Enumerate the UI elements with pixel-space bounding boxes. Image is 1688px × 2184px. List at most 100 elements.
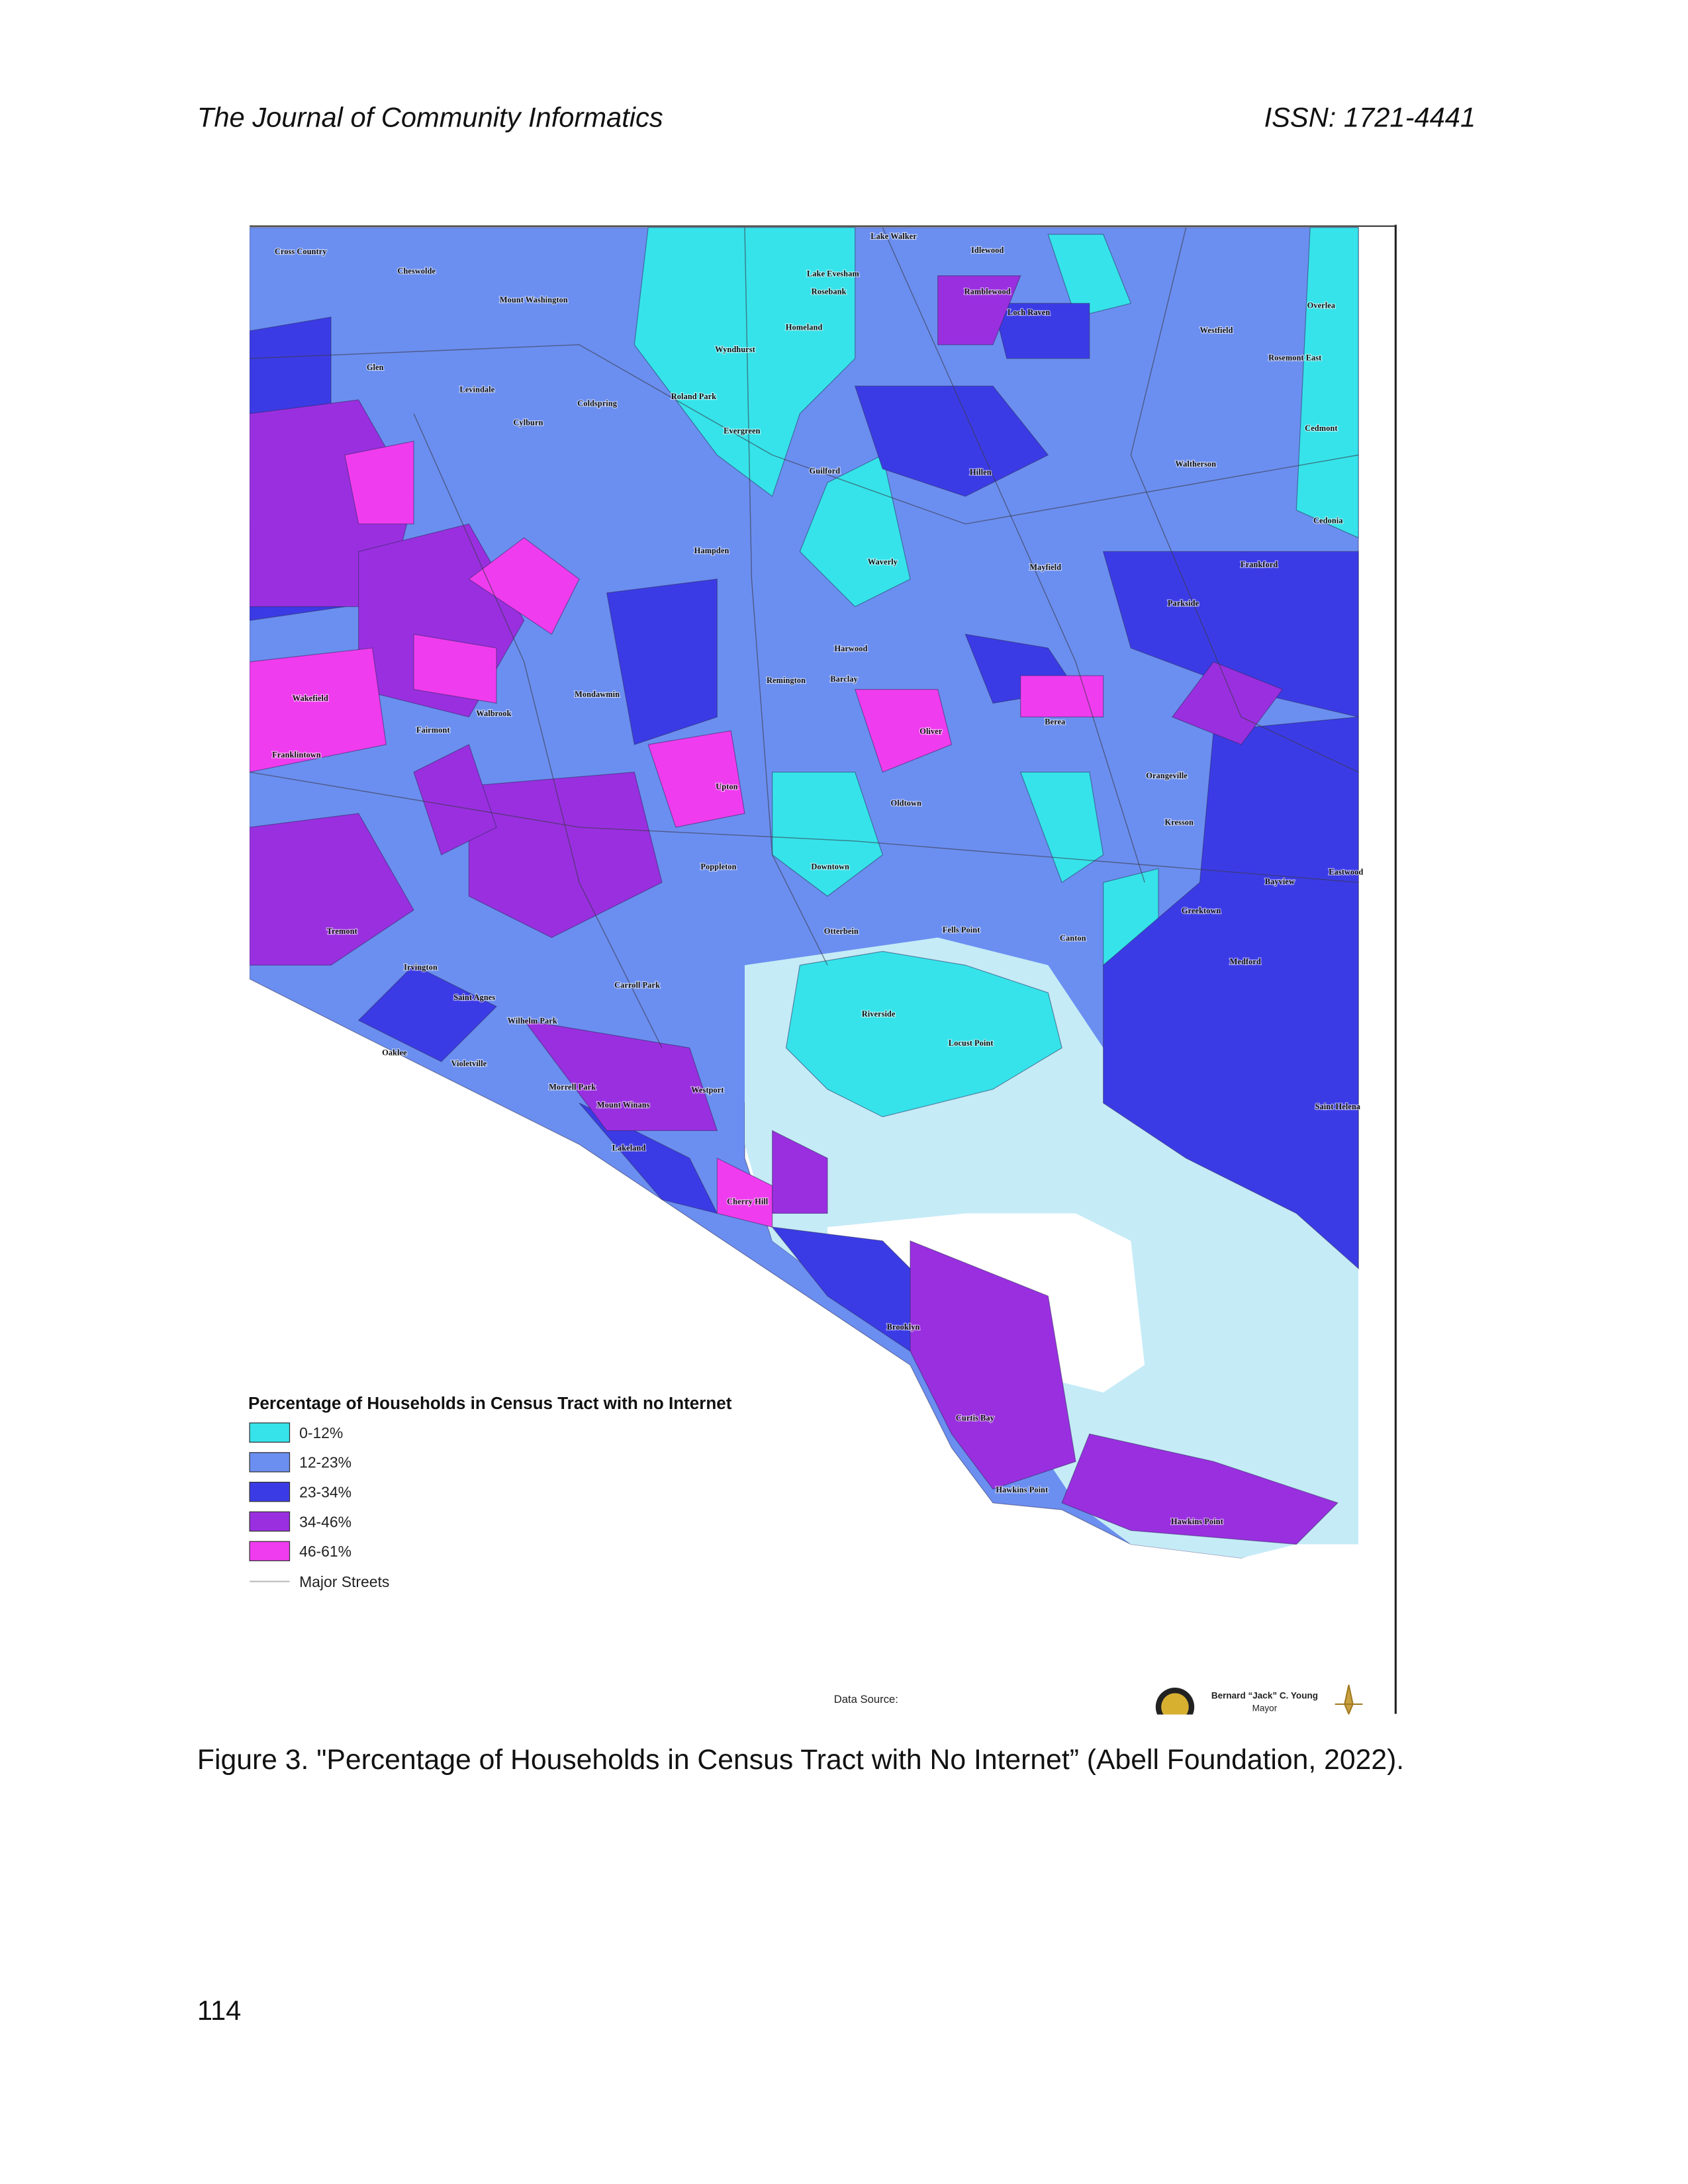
neighborhood-label: Medford xyxy=(1230,957,1261,966)
neighborhood-label: Harwood xyxy=(834,644,867,653)
neighborhood-label: Irvington xyxy=(404,962,438,972)
neighborhood-label: Bayview xyxy=(1265,877,1295,886)
region xyxy=(1295,227,1359,539)
journal-name: The Journal of Community Informatics xyxy=(197,102,663,133)
region xyxy=(854,689,953,773)
region xyxy=(250,647,387,773)
mask xyxy=(0,1714,1688,1756)
neighborhood-label: Wyndhurst xyxy=(715,345,756,354)
neighborhood-label: Upton xyxy=(716,782,737,791)
neighborhood-label: Oaklee xyxy=(382,1048,407,1058)
region xyxy=(413,744,497,856)
region xyxy=(1019,772,1104,884)
neighborhood-label: Waverly xyxy=(868,557,898,567)
neighborhood-label: Cylburn xyxy=(513,418,543,427)
neighborhood-label: Saint Agnes xyxy=(453,993,495,1002)
neighborhood-label: Saint Helena xyxy=(1315,1102,1361,1111)
neighborhood-label: Westfield xyxy=(1200,326,1233,335)
neighborhood-label: Wilhelm Park xyxy=(508,1017,557,1026)
region xyxy=(716,1157,773,1228)
region xyxy=(854,385,1049,497)
neighborhood-label: Mayfield xyxy=(1029,563,1061,572)
mayor-title: Mayor xyxy=(1252,1703,1278,1713)
region xyxy=(468,771,663,938)
neighborhood-label: Loch Raven xyxy=(1008,308,1050,317)
region xyxy=(992,302,1090,359)
legend-label: 23-34% xyxy=(299,1484,352,1501)
legend-label: 0-12% xyxy=(299,1424,343,1441)
neighborhood-label: Orangeville xyxy=(1146,771,1188,780)
region xyxy=(937,275,1021,345)
neighborhood-label: Carroll Park xyxy=(614,980,660,989)
neighborhood-label: Parkside xyxy=(1168,598,1199,608)
neighborhood-label: Oldtown xyxy=(890,798,921,807)
neighborhood-label: Cherry Hill xyxy=(727,1197,769,1206)
neighborhood-label: Cheswolde xyxy=(397,266,436,275)
neighborhood-label: Greektown xyxy=(1182,906,1221,915)
neighborhood-label: Locust Point xyxy=(949,1038,994,1048)
neighborhood-label: Lake Walker xyxy=(870,232,917,241)
neighborhood-label: Mount Winans xyxy=(597,1101,650,1110)
neighborhood-label: Cedonia xyxy=(1313,516,1343,525)
neighborhood-label: Waltherson xyxy=(1175,459,1216,469)
issn: ISSN: 1721-4441 xyxy=(1264,102,1476,133)
neighborhood-label: Berea xyxy=(1045,717,1066,727)
legend-swatch xyxy=(249,1481,291,1502)
region xyxy=(606,578,718,745)
neighborhood-label: Tremont xyxy=(327,927,358,936)
legend-label: Major Streets xyxy=(299,1573,389,1590)
figure-caption: Figure 3. "Percentage of Households in C… xyxy=(197,1744,1404,1776)
neighborhood-label: Cedmont xyxy=(1305,424,1338,433)
neighborhood-label: Levindale xyxy=(459,385,494,394)
neighborhood-label: Hampden xyxy=(694,546,729,555)
neighborhood-label: Kresson xyxy=(1164,818,1194,827)
neighborhood-label: Hawkins Point xyxy=(996,1485,1049,1494)
region xyxy=(1020,675,1104,717)
mayor-name: Bernard “Jack” C. Young xyxy=(1211,1691,1318,1701)
neighborhood-label: Violetville xyxy=(451,1059,487,1068)
region xyxy=(250,813,414,966)
neighborhood-label: Brooklyn xyxy=(887,1322,920,1332)
neighborhood-label: Idlewood xyxy=(971,246,1004,255)
neighborhood-label: Oliver xyxy=(919,727,942,736)
region xyxy=(1061,1433,1338,1545)
legend-label: 34-46% xyxy=(299,1513,352,1530)
page-number: 114 xyxy=(197,1995,241,2026)
neighborhood-label: Riverside xyxy=(862,1009,896,1019)
legend: Percentage of Households in Census Tract… xyxy=(248,1393,732,1590)
neighborhood-label: Mount Washington xyxy=(500,295,568,304)
neighborhood-label: Homeland xyxy=(786,323,823,332)
data-source: Data Source: xyxy=(834,1693,898,1706)
region xyxy=(413,633,497,704)
neighborhood-label: Evergreen xyxy=(724,426,760,435)
street xyxy=(413,413,663,1048)
neighborhood-label: Lake Evesham xyxy=(807,269,859,278)
legend-swatch xyxy=(249,1422,291,1443)
region xyxy=(523,1019,718,1131)
neighborhood-label: Curtis Bay xyxy=(956,1414,995,1423)
region xyxy=(772,772,884,897)
neighborhood-label: Ramblewood xyxy=(964,287,1011,296)
legend-swatch xyxy=(249,1452,291,1473)
neighborhood-label: Hawkins Point xyxy=(1171,1517,1224,1526)
neighborhood-label: Hillen xyxy=(970,467,992,477)
neighborhood-label: Fairmont xyxy=(416,725,451,735)
neighborhood-label: Cross Country xyxy=(275,247,327,256)
neighborhood-label: Barclay xyxy=(830,674,858,684)
neighborhood-label: Franklintown xyxy=(272,751,321,760)
neighborhood-label: Roland Park xyxy=(671,392,716,401)
compass xyxy=(1335,1684,1363,1716)
region xyxy=(357,964,498,1062)
neighborhood-label: Rosemont East xyxy=(1268,353,1322,363)
region xyxy=(633,227,856,498)
logo xyxy=(1161,1693,1189,1721)
neighborhood-label: Wakefield xyxy=(293,694,328,703)
street xyxy=(744,227,828,966)
region xyxy=(799,454,911,608)
neighborhood-label: Glen xyxy=(367,363,384,372)
region xyxy=(250,316,332,414)
region xyxy=(1102,551,1359,718)
neighborhood-label: Guilford xyxy=(810,466,841,475)
